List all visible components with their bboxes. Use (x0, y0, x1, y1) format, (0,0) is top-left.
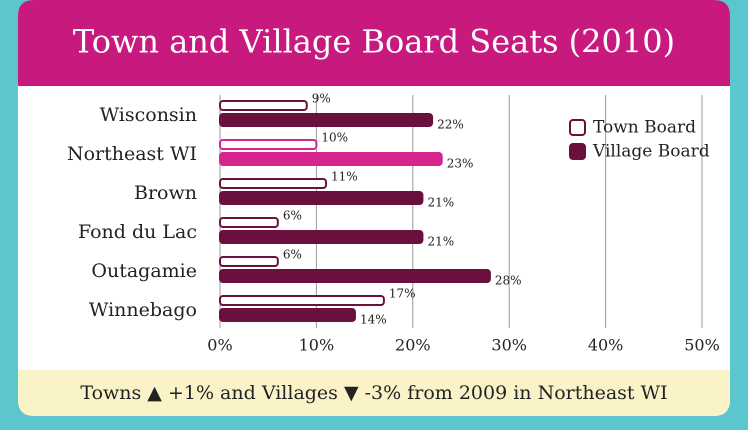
bar (219, 139, 318, 150)
y-tick-label: Northeast WI (67, 143, 197, 165)
value-label: 21% (427, 196, 454, 210)
bar (219, 113, 434, 127)
y-tick-label: Winnebago (89, 299, 197, 321)
x-tick-label: 30% (491, 336, 527, 355)
legend-swatch (569, 143, 586, 160)
y-tick-label: Fond du Lac (78, 221, 197, 243)
x-tick-label: 20% (395, 336, 431, 355)
bar (219, 217, 279, 228)
card (18, 0, 730, 416)
y-tick-label: Brown (134, 182, 197, 204)
header (18, 0, 730, 86)
value-label: 17% (389, 287, 416, 301)
value-label: 11% (331, 170, 358, 184)
x-tick-label: 50% (684, 336, 720, 355)
bar (219, 269, 491, 283)
value-label: 21% (427, 235, 454, 249)
bar (219, 230, 424, 244)
bar (219, 152, 443, 166)
y-tick-label: Wisconsin (100, 104, 197, 126)
bar (219, 100, 308, 111)
chart-title: Town and Village Board Seats (2010) (73, 23, 675, 61)
x-tick-label: 0% (207, 336, 232, 355)
footer (18, 370, 730, 416)
x-tick-label: 40% (588, 336, 624, 355)
bar (219, 295, 385, 306)
bar (219, 178, 328, 189)
legend-swatch (569, 119, 586, 136)
bar (219, 256, 279, 267)
legend-label: Village Board (592, 142, 710, 162)
value-label: 23% (447, 157, 474, 171)
annotation: Towns ▲ +1% and Villages ▼ -3% from 2009… (80, 382, 667, 404)
bar (219, 308, 356, 322)
value-label: 28% (495, 274, 522, 288)
y-tick-label: Outagamie (91, 260, 197, 282)
value-label: 9% (312, 92, 331, 106)
value-label: 10% (321, 131, 348, 145)
legend-label: Town Board (593, 118, 696, 138)
value-label: 6% (283, 248, 302, 262)
x-tick-label: 10% (299, 336, 335, 355)
value-label: 22% (437, 118, 464, 132)
value-label: 6% (283, 209, 302, 223)
value-label: 14% (360, 313, 387, 327)
bar (219, 191, 424, 205)
